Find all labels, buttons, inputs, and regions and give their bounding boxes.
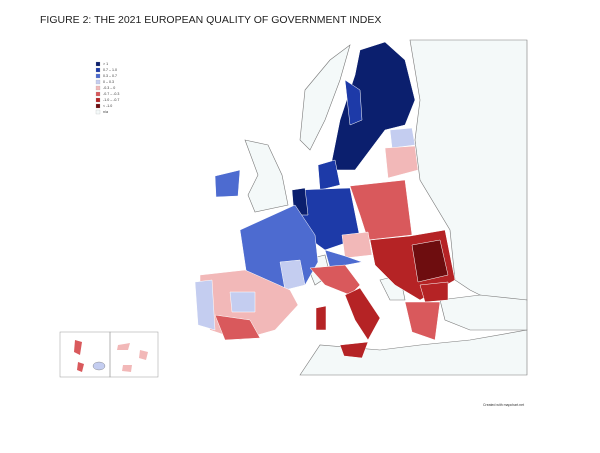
region-czechia bbox=[341, 231, 373, 259]
region-bulgaria bbox=[419, 281, 449, 303]
region-andalusia bbox=[214, 314, 261, 341]
region-romania-core bbox=[411, 239, 449, 283]
region-ireland bbox=[214, 169, 241, 198]
region-baltic bbox=[384, 145, 419, 179]
inset-islands bbox=[117, 343, 148, 372]
region-denmark bbox=[317, 159, 341, 191]
legend-label: 0.7 – 1.0 bbox=[103, 68, 117, 72]
map bbox=[59, 39, 528, 378]
figure-title: FIGURE 2: THE 2021 EUROPEAN QUALITY OF G… bbox=[40, 14, 381, 26]
region-sweden-north bbox=[344, 79, 363, 126]
land-norway-coast bbox=[299, 44, 351, 151]
region-sardinia bbox=[315, 305, 327, 331]
legend-swatch bbox=[95, 91, 101, 97]
credit: Created with mapchart.net bbox=[483, 403, 524, 407]
legend-swatch bbox=[95, 103, 101, 109]
legend-swatch bbox=[95, 109, 101, 115]
legend-label: -0.3 – 0 bbox=[103, 86, 115, 90]
legend-swatch bbox=[95, 85, 101, 91]
legend-swatch bbox=[95, 67, 101, 73]
legend-swatch bbox=[95, 73, 101, 79]
region-portugal bbox=[194, 279, 216, 331]
legend-label: > 1 bbox=[103, 62, 108, 66]
region-nordic bbox=[329, 41, 416, 171]
land-uk bbox=[244, 139, 289, 213]
region-estonia bbox=[389, 127, 416, 149]
legend-label: -1.0 – -0.7 bbox=[103, 98, 119, 102]
legend: > 1 0.7 – 1.0 0.3 – 0.7 0 – 0.3 -0.3 – 0 -0.7… bbox=[95, 61, 119, 115]
legend-label: 0.3 – 0.7 bbox=[103, 74, 117, 78]
region-madrid bbox=[229, 291, 256, 313]
region-italy-north bbox=[309, 264, 361, 296]
region-austria bbox=[324, 249, 363, 269]
legend-label: -0.7 – -0.3 bbox=[103, 92, 119, 96]
inset-frame bbox=[109, 331, 159, 378]
legend-label: 0 – 0.3 bbox=[103, 80, 114, 84]
region-greece bbox=[404, 301, 441, 341]
legend-swatch bbox=[95, 61, 101, 67]
region-italy-south bbox=[344, 287, 381, 341]
legend-label: < -1.0 bbox=[103, 104, 112, 108]
legend-swatch bbox=[95, 79, 101, 85]
inset-island bbox=[92, 361, 106, 371]
legend-label: n/a bbox=[103, 110, 108, 114]
land-africa bbox=[299, 329, 528, 376]
inset-islands bbox=[74, 340, 84, 372]
region-sicily bbox=[339, 341, 369, 359]
region-france-south bbox=[279, 259, 306, 291]
region-poland bbox=[349, 179, 413, 241]
land-turkey bbox=[439, 294, 528, 331]
legend-swatch bbox=[95, 97, 101, 103]
